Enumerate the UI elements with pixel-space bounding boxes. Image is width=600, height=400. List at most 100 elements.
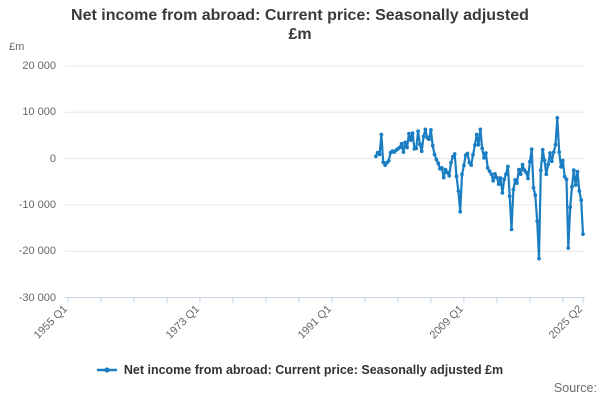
series-point [469, 163, 474, 168]
series-point [474, 132, 479, 137]
series-point [537, 256, 541, 261]
series-point [429, 127, 433, 132]
series-point [575, 169, 580, 174]
series-point [491, 178, 496, 183]
series-point [443, 167, 448, 172]
series-point [462, 163, 466, 168]
series-point [489, 172, 494, 177]
series-point [538, 168, 543, 173]
legend-label: Net income from abroad: Current price: S… [123, 363, 504, 377]
series-point [399, 141, 404, 146]
series-point [456, 189, 461, 193]
series-point [504, 172, 508, 177]
series-point [454, 174, 459, 179]
series-point [506, 164, 510, 169]
series-point [476, 142, 481, 147]
series-point [513, 178, 518, 182]
series-point [434, 157, 439, 162]
series-point [553, 142, 558, 147]
series-point [571, 168, 576, 173]
series-point [452, 152, 457, 156]
series-point [560, 158, 565, 163]
y-axis-tick-label: -20 000 [18, 245, 56, 258]
series-point [416, 129, 420, 134]
series-point [403, 140, 408, 145]
series-point [535, 219, 540, 224]
series-point [473, 143, 477, 148]
y-axis-tick-label: 20 000 [22, 60, 56, 72]
series-point [414, 146, 419, 151]
series-point [500, 191, 505, 195]
series-point [397, 145, 402, 150]
series-point [562, 174, 567, 179]
series-point [374, 154, 378, 159]
source-label: Source: [553, 381, 597, 395]
series-point [405, 145, 409, 150]
series-point [423, 127, 428, 132]
series-point [568, 205, 573, 210]
series-point [559, 165, 563, 169]
series-point [540, 147, 545, 152]
series-point [528, 159, 532, 164]
series-point [573, 183, 578, 187]
series-point [447, 173, 452, 178]
series-point [410, 131, 415, 136]
legend: Net income from abroad: Current price: S… [0, 363, 600, 377]
series-point [557, 150, 562, 155]
series-point [518, 172, 523, 177]
series-point [407, 131, 411, 136]
series-point [386, 159, 391, 163]
y-axis-unit-label: £m [9, 41, 25, 53]
chart-title-line1: Net income from abroad: Current price: S… [71, 7, 529, 24]
y-axis-tick-label: -30 000 [18, 291, 56, 304]
series-point [502, 177, 507, 182]
series-point [551, 150, 556, 155]
series-point [487, 169, 492, 174]
series-point [418, 142, 422, 147]
series-point [449, 160, 453, 165]
series-point [496, 182, 501, 187]
series-point [421, 134, 426, 139]
series-point [570, 184, 574, 189]
series-point [482, 156, 486, 160]
series-point [577, 189, 582, 193]
series-point [579, 198, 584, 203]
series-point [520, 162, 525, 167]
series-point [495, 175, 499, 180]
series-point [511, 187, 516, 192]
series-point [478, 127, 483, 132]
series-point [509, 227, 514, 232]
series-point [515, 181, 519, 186]
series-point [441, 175, 446, 180]
series-point [430, 143, 435, 148]
series-point [581, 232, 585, 237]
y-axis-tick-label: 0 [49, 152, 56, 165]
series-point [507, 194, 512, 199]
series-point [564, 177, 569, 182]
series-point [471, 153, 475, 157]
series-point [445, 170, 450, 175]
series-point [498, 176, 503, 180]
series-point [427, 137, 431, 142]
series-point [440, 166, 444, 170]
series-point [465, 151, 470, 156]
legend-item[interactable]: Net income from abroad: Current price: S… [96, 363, 504, 377]
series-line[interactable] [374, 116, 585, 260]
series-point [531, 185, 536, 190]
series-point [480, 146, 485, 151]
series-point [408, 138, 413, 143]
series-point [436, 161, 441, 166]
series-point [526, 176, 530, 181]
series-point [484, 151, 488, 155]
series-point [529, 147, 534, 152]
series-point [379, 132, 384, 137]
series-point [401, 150, 406, 155]
series-point [493, 172, 497, 176]
series-point [544, 172, 549, 177]
x-axis-tick-label: 2009 Q1 [428, 303, 466, 341]
series-point [555, 116, 560, 120]
x-axis-tick-label: 2025 Q2 [547, 303, 585, 341]
x-axis-tick-label: 1955 Q1 [32, 303, 70, 341]
series-point [381, 160, 386, 165]
